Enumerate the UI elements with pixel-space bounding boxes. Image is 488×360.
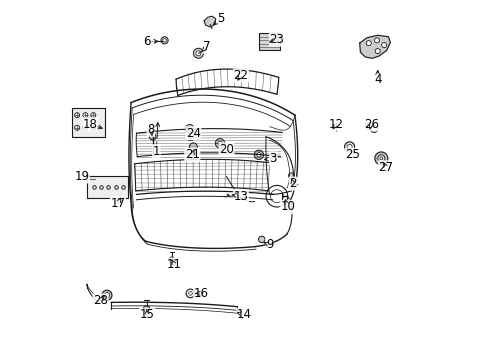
- Circle shape: [258, 236, 264, 243]
- Circle shape: [215, 139, 224, 148]
- Text: 3: 3: [269, 152, 276, 165]
- Text: 10: 10: [280, 201, 295, 213]
- Circle shape: [379, 157, 382, 160]
- Circle shape: [381, 42, 386, 48]
- Circle shape: [161, 37, 168, 44]
- FancyBboxPatch shape: [72, 108, 104, 137]
- Circle shape: [218, 141, 222, 145]
- Text: 18: 18: [83, 118, 98, 131]
- Circle shape: [346, 144, 351, 149]
- Circle shape: [374, 49, 380, 54]
- Circle shape: [288, 173, 294, 179]
- Text: 1: 1: [152, 145, 160, 158]
- Text: 20: 20: [219, 143, 233, 156]
- Text: 28: 28: [93, 294, 108, 307]
- Text: 5: 5: [217, 12, 224, 25]
- Circle shape: [104, 293, 109, 298]
- Circle shape: [366, 41, 370, 46]
- Text: 7: 7: [203, 40, 210, 53]
- Circle shape: [370, 125, 377, 132]
- Text: 14: 14: [237, 309, 251, 321]
- Text: 25: 25: [345, 148, 359, 161]
- Circle shape: [149, 134, 156, 140]
- Circle shape: [102, 290, 112, 300]
- Circle shape: [377, 155, 384, 162]
- Text: 8: 8: [147, 123, 154, 136]
- Circle shape: [185, 125, 194, 133]
- Polygon shape: [359, 35, 389, 58]
- Circle shape: [374, 38, 379, 43]
- Circle shape: [168, 257, 174, 263]
- Circle shape: [374, 152, 387, 165]
- Circle shape: [344, 142, 354, 152]
- Text: 17: 17: [110, 197, 125, 210]
- Polygon shape: [204, 16, 215, 27]
- Text: 27: 27: [378, 161, 393, 174]
- Text: 2: 2: [289, 177, 296, 190]
- Text: 15: 15: [140, 309, 154, 321]
- FancyBboxPatch shape: [87, 176, 128, 198]
- FancyBboxPatch shape: [258, 33, 279, 50]
- Circle shape: [196, 51, 201, 56]
- Text: 24: 24: [185, 127, 201, 140]
- Text: 26: 26: [363, 118, 378, 131]
- Text: 4: 4: [373, 73, 381, 86]
- Circle shape: [365, 122, 371, 130]
- Text: 9: 9: [265, 238, 273, 251]
- Circle shape: [254, 150, 263, 159]
- Text: 6: 6: [143, 35, 151, 48]
- Circle shape: [193, 48, 203, 58]
- Text: 16: 16: [193, 287, 208, 300]
- Circle shape: [143, 306, 149, 312]
- Circle shape: [256, 153, 261, 157]
- Text: 19: 19: [74, 170, 89, 183]
- Text: 13: 13: [233, 190, 248, 203]
- Circle shape: [163, 39, 166, 42]
- Circle shape: [187, 127, 192, 131]
- Text: 21: 21: [184, 148, 200, 161]
- Text: 22: 22: [233, 69, 248, 82]
- Text: 23: 23: [269, 33, 284, 46]
- Circle shape: [189, 143, 197, 151]
- Text: 11: 11: [166, 258, 182, 271]
- Text: 12: 12: [328, 118, 343, 131]
